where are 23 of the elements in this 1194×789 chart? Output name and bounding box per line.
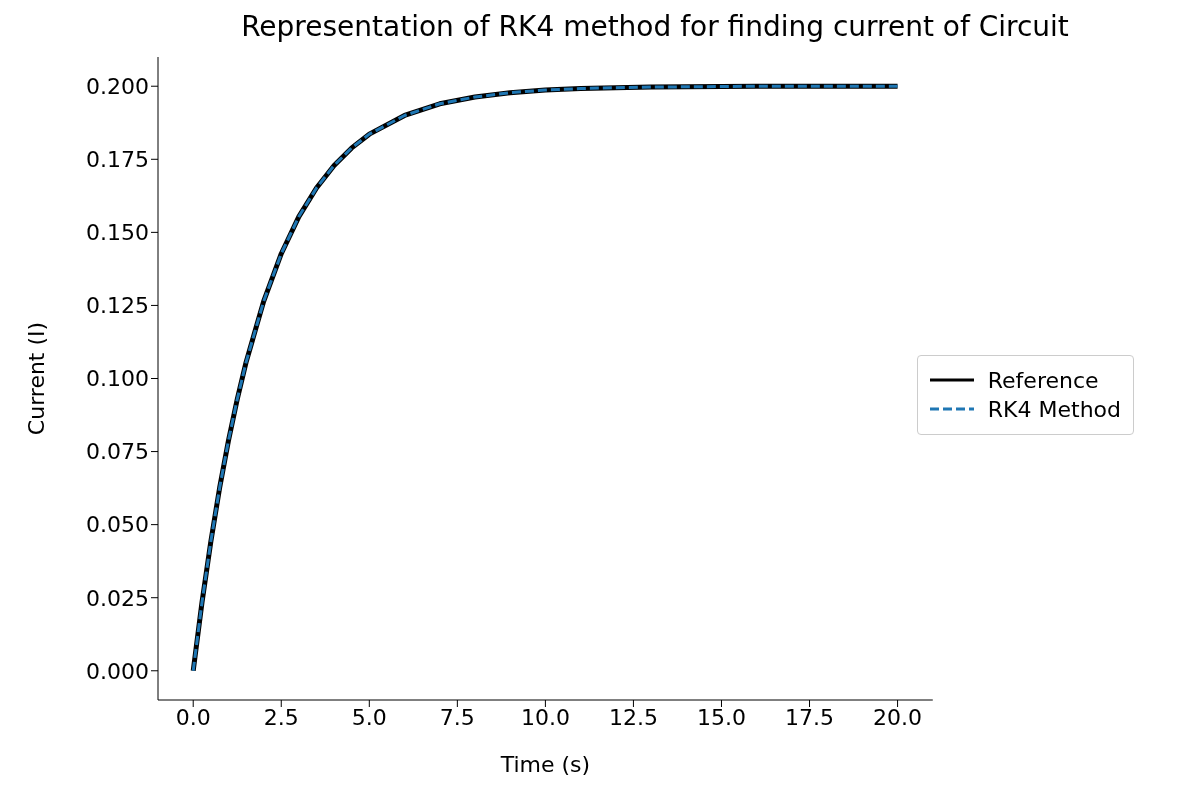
- x-tick-label: 0.0: [175, 704, 211, 730]
- x-tick-label: 2.5: [263, 704, 299, 730]
- x-tick-label: 15.0: [696, 704, 746, 730]
- chart-title: Representation of RK4 method for finding current of Circuit: [240, 10, 1070, 43]
- legend-label: RK4 Method: [987, 396, 1121, 422]
- y-tick-label: 0.125: [86, 293, 149, 319]
- y-tick-label: 0.200: [86, 74, 149, 100]
- y-tick-label: 0.100: [86, 366, 149, 392]
- y-tick-label: 0.050: [86, 512, 149, 538]
- y-tick-label: 0.075: [86, 439, 149, 465]
- legend-label: Reference: [987, 367, 1099, 393]
- x-tick-label: 7.5: [439, 704, 475, 730]
- x-tick-label: 5.0: [351, 704, 387, 730]
- y-tick-label: 0.000: [86, 658, 149, 684]
- x-tick-label: 12.5: [608, 704, 658, 730]
- y-tick-label: 0.175: [86, 147, 149, 173]
- y-tick-label: 0.150: [86, 220, 149, 246]
- y-tick-label: 0.025: [86, 585, 149, 611]
- x-axis-title: Time (s): [499, 752, 591, 777]
- x-tick-label: 17.5: [785, 704, 835, 730]
- x-tick-label: 10.0: [520, 704, 570, 730]
- x-tick-label: 20.0: [873, 704, 923, 730]
- y-axis-title: Current (I): [23, 321, 49, 436]
